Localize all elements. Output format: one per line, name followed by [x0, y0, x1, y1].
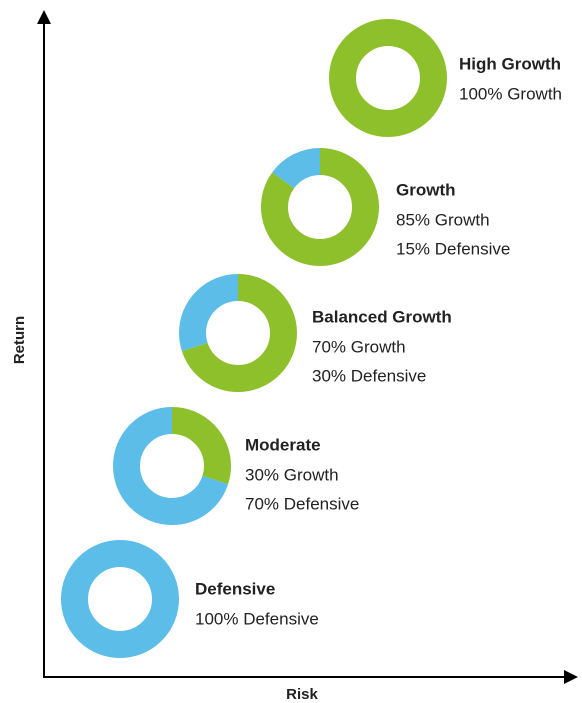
donut-segment — [329, 19, 447, 137]
segment-label: 30% Growth — [245, 465, 339, 484]
x-arrow — [564, 670, 578, 684]
segment-label: 85% Growth — [396, 210, 490, 229]
x-axis-title: Risk — [286, 686, 318, 703]
portfolio-name: Balanced Growth — [312, 307, 452, 326]
segment-label: 70% Growth — [312, 337, 406, 356]
y-arrow — [37, 10, 51, 24]
donut-segment — [179, 274, 297, 392]
segment-label: 100% Growth — [459, 84, 562, 103]
segment-label: 30% Defensive — [312, 366, 426, 385]
portfolio-name: Defensive — [195, 579, 275, 598]
portfolio-name: Moderate — [245, 435, 321, 454]
segment-label: 15% Defensive — [396, 239, 510, 258]
portfolio-name: Growth — [396, 180, 456, 199]
donut-segment — [61, 540, 179, 658]
donut-segment — [261, 148, 379, 266]
y-axis-title: Return — [11, 316, 28, 364]
segment-label: 70% Defensive — [245, 494, 359, 513]
segment-label: 100% Defensive — [195, 609, 319, 628]
portfolio-name: High Growth — [459, 54, 561, 73]
donut-segment — [113, 407, 231, 525]
